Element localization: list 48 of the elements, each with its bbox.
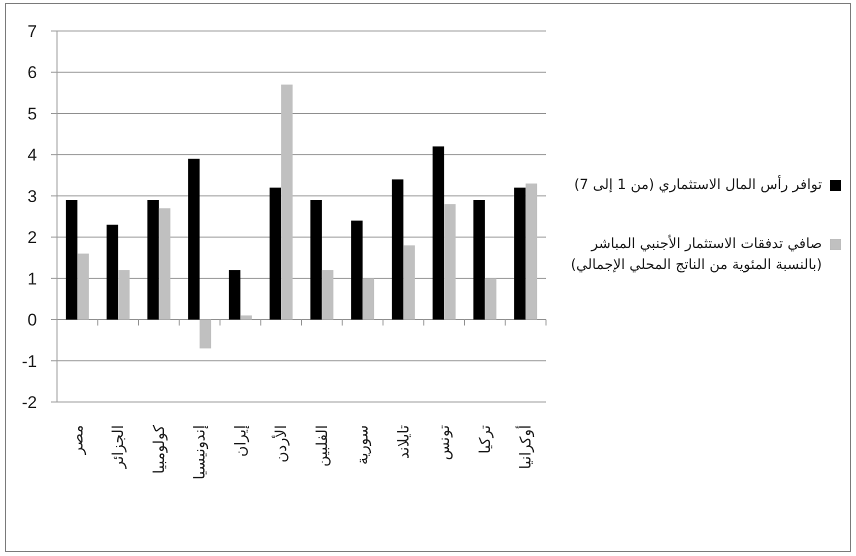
- x-tick-label: تركيا: [476, 425, 494, 454]
- bar: [473, 200, 485, 320]
- y-tick-label: 6: [28, 63, 37, 82]
- bar: [270, 188, 282, 320]
- bar: [403, 245, 415, 320]
- x-tick-label: كولومبيا: [150, 424, 168, 474]
- x-tick-label: تايلاند: [394, 425, 412, 459]
- bar: [240, 315, 252, 320]
- x-tick-label: الجزائر: [109, 425, 128, 470]
- bar: [118, 270, 130, 320]
- bar: [484, 278, 496, 320]
- x-tick-label: الأردن: [271, 425, 290, 463]
- bar: [77, 254, 89, 320]
- y-tick-label: 4: [28, 146, 37, 165]
- bar: [362, 278, 374, 320]
- legend-label: توافر رأس المال الاستثماري (من 1 إلى 7): [574, 175, 822, 195]
- x-tick-label: إيران: [231, 425, 250, 457]
- y-tick-label: 2: [28, 228, 37, 248]
- bar: [200, 320, 212, 348]
- legend-label: صافي تدفقات الاستثمار الأجنبي المباشر (بالنسبة المئوية من الناتج المحلي الإجمالي): [570, 234, 822, 275]
- bar: [392, 179, 404, 320]
- bar: [158, 208, 170, 320]
- bar: [106, 224, 118, 320]
- bar: [351, 220, 363, 320]
- y-tick-label: 3: [28, 186, 37, 206]
- y-tick-label: 1: [28, 269, 37, 288]
- bar: [432, 146, 444, 320]
- y-tick-label: 7: [28, 22, 37, 41]
- bar: [444, 204, 456, 320]
- bar: [514, 188, 526, 320]
- x-tick-label: مصر: [68, 425, 86, 456]
- bar: [526, 184, 538, 320]
- x-tick-label: سورية: [354, 425, 372, 465]
- bar: [322, 270, 334, 320]
- y-tick-label: -1: [22, 352, 37, 371]
- x-tick-label: الفلبين: [312, 425, 331, 467]
- bar: [310, 200, 322, 320]
- bar: [188, 158, 200, 320]
- bar: [147, 200, 159, 320]
- x-tick-label: أوكرانيا: [516, 425, 535, 470]
- x-tick-label: تونس: [435, 425, 454, 460]
- bar: [66, 200, 78, 320]
- x-tick-label: إندونيسيا: [190, 425, 209, 480]
- bar: [228, 270, 240, 320]
- y-tick-label: 5: [28, 104, 37, 124]
- y-tick-label: -2: [22, 393, 37, 412]
- bar: [281, 84, 293, 320]
- y-tick-label: 0: [28, 310, 37, 330]
